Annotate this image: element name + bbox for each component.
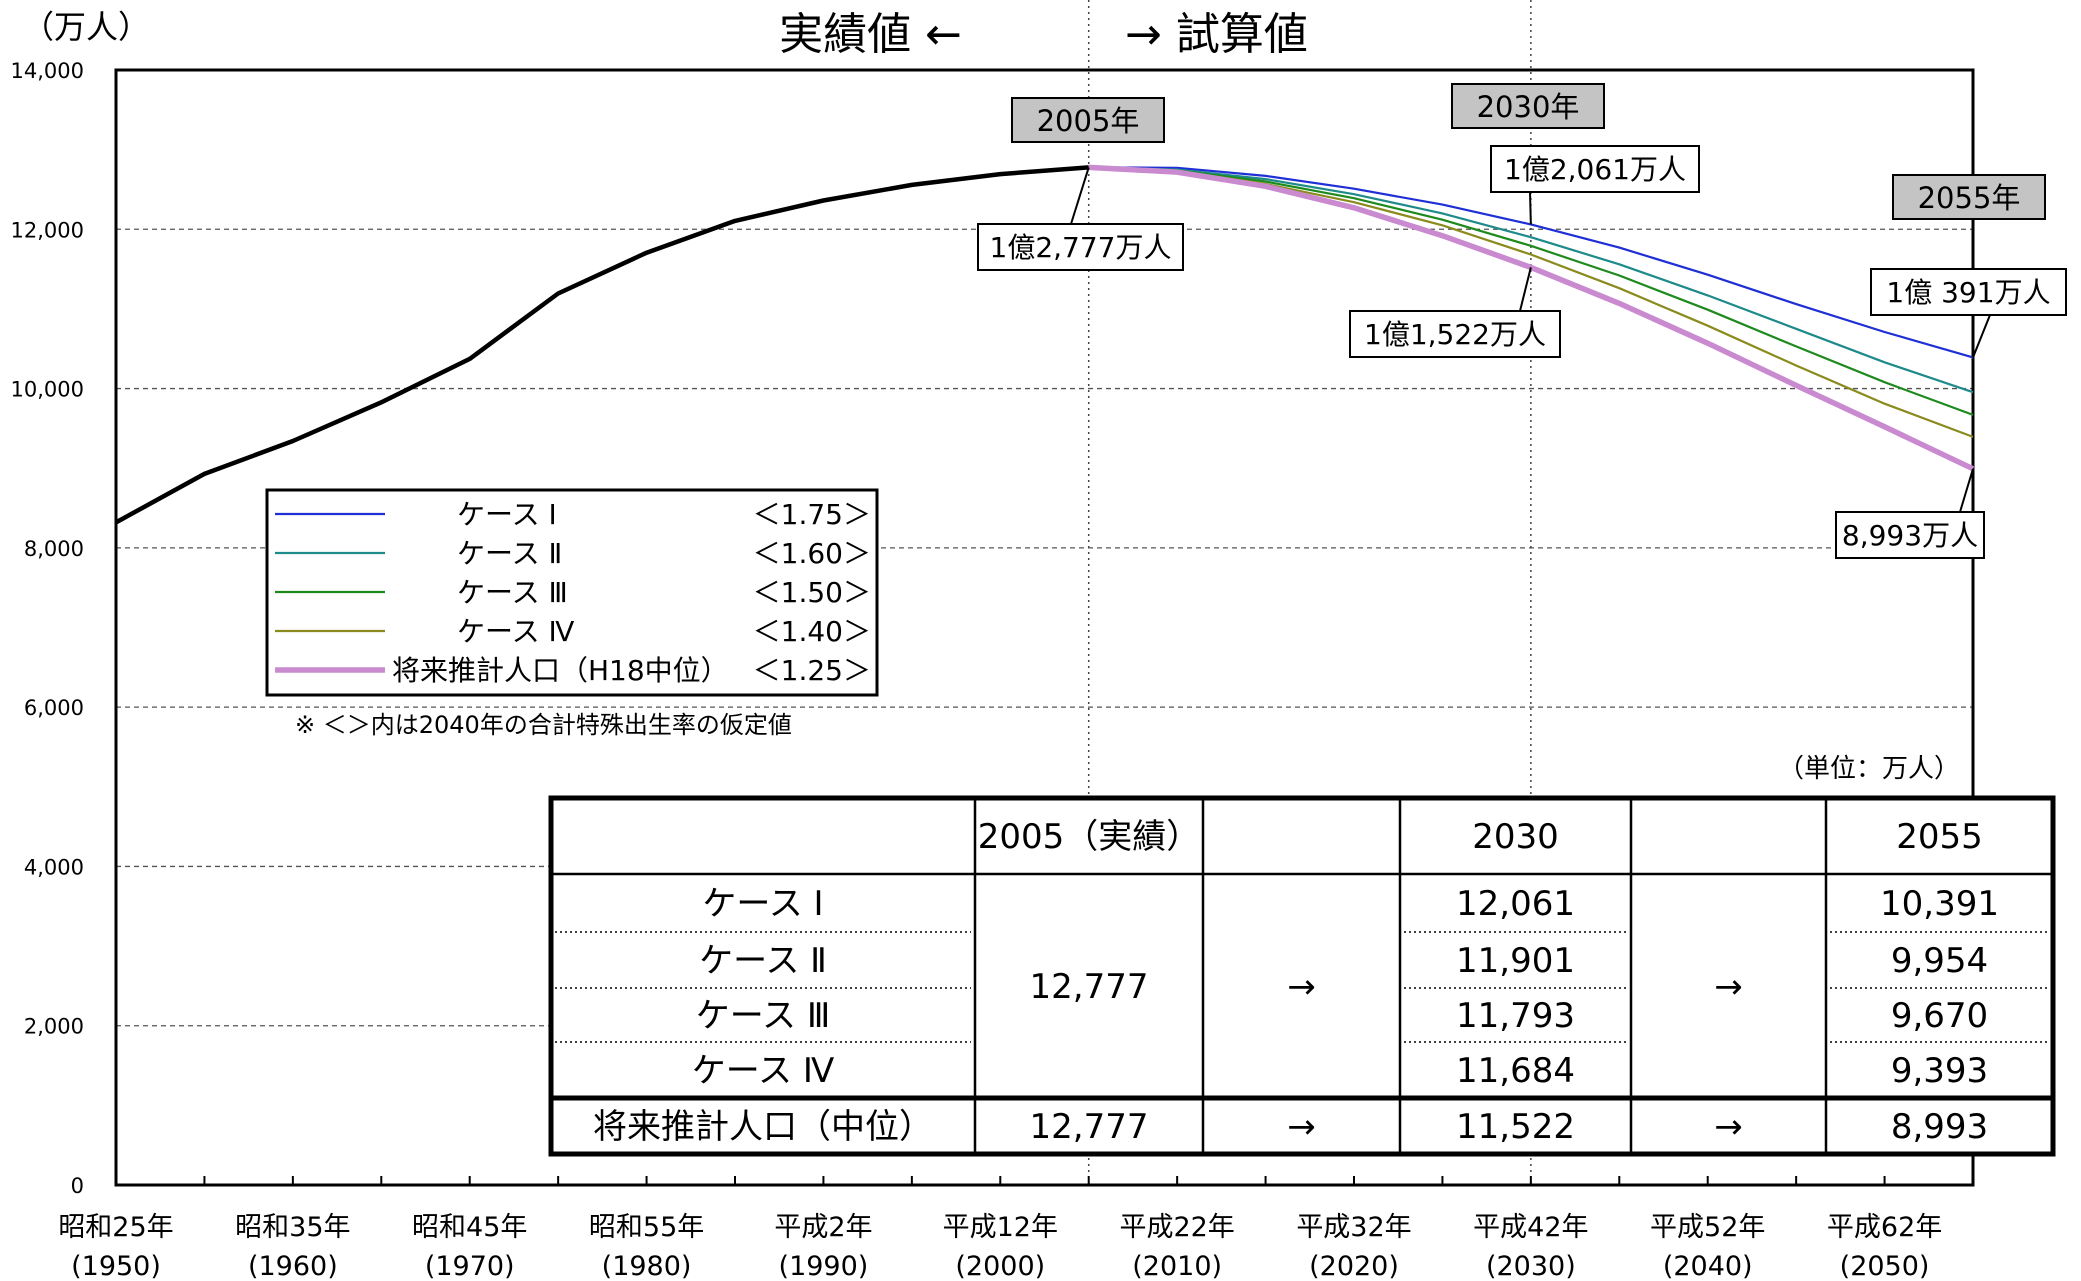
year-tag-box bbox=[1451, 83, 1605, 129]
callout-label: 1億 391万人 bbox=[1886, 276, 2050, 309]
callout-label: 1億2,061万人 bbox=[1504, 153, 1686, 186]
table-arrow: → bbox=[1287, 967, 1316, 1007]
data-table bbox=[548, 795, 2056, 1157]
table-cell-2055: 10,391 bbox=[1880, 884, 1999, 924]
table-base-cell: 12,777 bbox=[1030, 1107, 1149, 1147]
table-base-cell: 11,522 bbox=[1456, 1107, 1575, 1147]
x-tick-label-era: 平成22年 bbox=[1119, 1212, 1234, 1243]
x-tick-label-year: (2030) bbox=[1486, 1251, 1576, 1281]
callout-box bbox=[1835, 511, 1985, 559]
x-tick-label-year: (2000) bbox=[955, 1251, 1045, 1281]
table-header-cell: 2055 bbox=[1896, 817, 1983, 857]
table-header-cell: 2030 bbox=[1472, 817, 1559, 857]
table-cell-2030: 11,684 bbox=[1456, 1051, 1575, 1091]
y-tick-label: 2,000 bbox=[24, 1015, 84, 1039]
table-cell-2030: 11,901 bbox=[1456, 941, 1575, 981]
table-cell-2030: 11,793 bbox=[1456, 996, 1575, 1036]
legend-tfr: ＜1.25＞ bbox=[753, 654, 871, 687]
y-tick-label: 0 bbox=[71, 1174, 84, 1198]
table-base-cell: 将来推計人口（中位） bbox=[593, 1107, 933, 1147]
legend-label: ケース Ⅱ bbox=[457, 537, 562, 570]
legend-label: ケース Ⅲ bbox=[457, 576, 568, 609]
y-tick-label: 6,000 bbox=[24, 696, 84, 720]
legend-tfr: ＜1.40＞ bbox=[753, 615, 871, 648]
callout-leader bbox=[1959, 468, 1974, 513]
callout-box bbox=[977, 223, 1184, 271]
y-tick-label: 8,000 bbox=[24, 537, 84, 561]
series-line-case3 bbox=[1088, 166, 1974, 416]
callout-label: 8,993万人 bbox=[1842, 519, 1978, 552]
table-unit: （単位：万人） bbox=[1778, 754, 1960, 784]
legend-note: ※ ＜＞内は2040年の合計特殊出生率の仮定値 bbox=[295, 711, 792, 739]
table-cell-2055: 9,670 bbox=[1891, 996, 1988, 1036]
table-base-cell: → bbox=[1287, 1107, 1316, 1147]
plot-area bbox=[114, 68, 1975, 1187]
callout-leader bbox=[1519, 267, 1532, 312]
legend-label: ケース Ⅳ bbox=[457, 615, 575, 648]
x-tick-label-era: 平成32年 bbox=[1296, 1212, 1411, 1243]
table-base-cell: 8,993 bbox=[1891, 1107, 1988, 1147]
callout-leader bbox=[1529, 191, 1532, 225]
callout-box bbox=[1870, 268, 2067, 316]
x-tick-label-year: (1990) bbox=[779, 1251, 869, 1281]
x-tick-label-year: (2020) bbox=[1309, 1251, 1399, 1281]
callout-box bbox=[1490, 145, 1700, 193]
year-tag: 2030年 bbox=[1477, 90, 1580, 124]
x-tick-label-era: 平成2年 bbox=[774, 1212, 872, 1243]
year-tag: 2055年 bbox=[1918, 181, 2021, 215]
callout-leader bbox=[1972, 314, 1991, 358]
table-base-cell: → bbox=[1714, 1107, 1743, 1147]
year-tag-box bbox=[1011, 97, 1165, 143]
y-tick-label: 14,000 bbox=[11, 59, 84, 83]
y-tick-label: 4,000 bbox=[24, 855, 84, 879]
callout-label: 1億2,777万人 bbox=[990, 231, 1172, 264]
table-row-label: ケース Ⅰ bbox=[702, 884, 823, 924]
table-row-label: ケース Ⅱ bbox=[699, 941, 827, 981]
table-cell-2055: 9,393 bbox=[1891, 1051, 1988, 1091]
table-cell-2055: 9,954 bbox=[1891, 941, 1988, 981]
callout-label: 1億1,522万人 bbox=[1364, 318, 1546, 351]
table-arrow: → bbox=[1714, 967, 1743, 1007]
header-actual: 実績値 ← bbox=[779, 9, 962, 60]
x-tick-label-era: 昭和55年 bbox=[589, 1212, 704, 1243]
callout-box bbox=[1349, 310, 1561, 358]
table-row-label: ケース Ⅲ bbox=[696, 996, 831, 1036]
x-tick-label-era: 平成42年 bbox=[1473, 1212, 1588, 1243]
x-tick-label-era: 昭和35年 bbox=[235, 1212, 350, 1243]
x-tick-label-year: (1960) bbox=[248, 1251, 338, 1281]
x-tick-label-year: (1970) bbox=[425, 1251, 515, 1281]
y-tick-label: 12,000 bbox=[11, 218, 84, 242]
legend-tfr: ＜1.50＞ bbox=[753, 576, 871, 609]
x-tick-label-year: (1950) bbox=[71, 1251, 161, 1281]
series-line-case2 bbox=[1088, 166, 1974, 394]
table-cell-2030: 12,061 bbox=[1456, 884, 1575, 924]
table-cell-2005-cases: 12,777 bbox=[1030, 967, 1149, 1007]
x-tick-label-era: 昭和45年 bbox=[412, 1212, 527, 1243]
x-tick-label-year: (2010) bbox=[1132, 1251, 1222, 1281]
table-row-label: ケース Ⅳ bbox=[692, 1051, 835, 1091]
legend-label: 将来推計人口（H18中位） bbox=[392, 654, 729, 687]
legend-tfr: ＜1.60＞ bbox=[753, 537, 871, 570]
table-header-cell: 2005（実績） bbox=[978, 817, 1201, 857]
x-tick-label-era: 平成12年 bbox=[943, 1212, 1058, 1243]
legend-tfr: ＜1.75＞ bbox=[753, 498, 871, 531]
callout-leader bbox=[1070, 167, 1090, 225]
x-tick-label-era: 平成52年 bbox=[1650, 1212, 1765, 1243]
y-axis-unit: （万人） bbox=[22, 8, 150, 46]
series-line-actual bbox=[114, 165, 1089, 525]
x-tick-label-era: 昭和25年 bbox=[58, 1212, 173, 1243]
x-tick-label-year: (1980) bbox=[602, 1251, 692, 1281]
x-tick-label-era: 平成62年 bbox=[1827, 1212, 1942, 1243]
year-tag: 2005年 bbox=[1037, 104, 1140, 138]
y-tick-label: 10,000 bbox=[11, 378, 84, 402]
year-tag-box bbox=[1892, 174, 2046, 220]
legend-label: ケース Ⅰ bbox=[457, 498, 557, 531]
header-projection: → 試算値 bbox=[1125, 9, 1308, 60]
x-tick-label-year: (2050) bbox=[1840, 1251, 1930, 1281]
x-tick-label-year: (2040) bbox=[1663, 1251, 1753, 1281]
